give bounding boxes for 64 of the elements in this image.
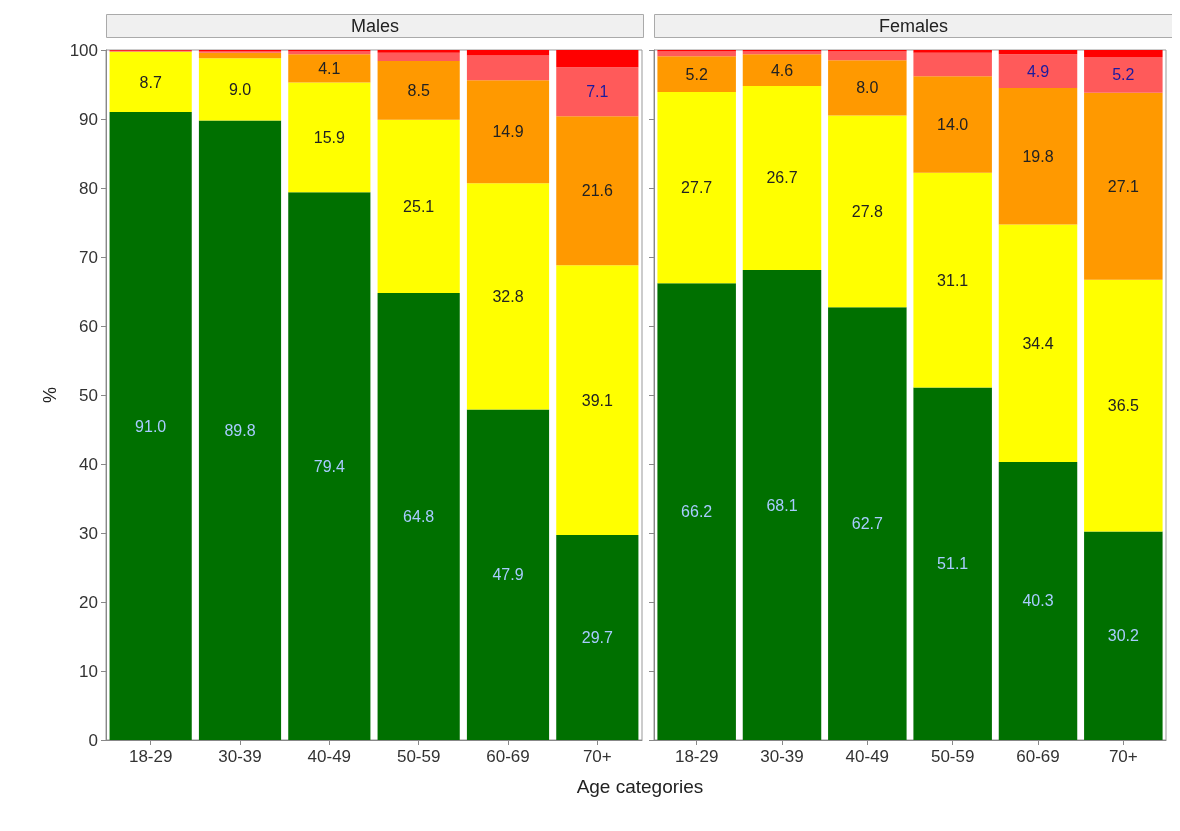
data-label: 30.2 xyxy=(1107,627,1140,645)
data-label: 91.0 xyxy=(135,417,167,435)
data-label: 47.9 xyxy=(492,566,524,584)
data-label: 31.1 xyxy=(937,271,969,289)
data-label: 32.8 xyxy=(492,287,524,305)
data-label: 4.9 xyxy=(1026,62,1050,80)
y-tick-label: 90 xyxy=(79,109,98,129)
data-label: 5.2 xyxy=(685,65,708,83)
data-label: 4.6 xyxy=(770,61,794,79)
x-axis-title: Age categories xyxy=(575,776,705,798)
data-label: 8.7 xyxy=(139,73,162,91)
data-label: 27.1 xyxy=(1107,177,1140,195)
data-label: 66.2 xyxy=(681,503,713,521)
data-label: 34.4 xyxy=(1022,334,1054,352)
data-label: 27.7 xyxy=(681,179,713,197)
data-label: 62.7 xyxy=(851,515,884,533)
data-label: 40.3 xyxy=(1022,592,1054,610)
y-tick-label: 100 xyxy=(69,40,98,60)
x-tick-label: 50-59 xyxy=(396,747,441,766)
data-label: 25.1 xyxy=(403,197,435,215)
data-label: 51.1 xyxy=(937,555,969,573)
data-label: 4.1 xyxy=(318,59,341,77)
data-label: 27.8 xyxy=(851,202,884,220)
x-tick-label: 30-39 xyxy=(218,747,262,766)
data-label: 64.8 xyxy=(403,507,435,525)
data-label: 7.1 xyxy=(586,83,609,101)
x-tick-label: 40-49 xyxy=(845,747,890,766)
x-tick-label: 50-59 xyxy=(930,747,975,766)
y-tick-label: 60 xyxy=(79,316,98,336)
y-tick-label: 0 xyxy=(88,730,98,750)
y-tick-label: 10 xyxy=(79,661,98,681)
data-label: 5.2 xyxy=(1112,66,1135,84)
data-label: 15.9 xyxy=(313,128,346,146)
x-tick-label: 70+ xyxy=(1108,747,1138,766)
y-tick-label: 30 xyxy=(79,523,98,543)
y-tick-label: 80 xyxy=(79,178,98,198)
data-label: 39.1 xyxy=(581,391,614,409)
data-label: 8.0 xyxy=(856,79,879,97)
x-tick-label: 18-29 xyxy=(128,747,173,766)
data-label: 14.9 xyxy=(492,123,524,141)
data-label: 36.5 xyxy=(1107,397,1140,415)
x-tick-label: 40-49 xyxy=(307,747,352,766)
data-label: 14.0 xyxy=(937,116,969,134)
data-label: 8.5 xyxy=(407,81,430,99)
chart-title: Males xyxy=(351,16,400,36)
x-tick-label: 18-29 xyxy=(674,747,719,766)
x-tick-label: 60-69 xyxy=(486,747,530,766)
data-label: 89.8 xyxy=(224,421,256,439)
y-tick-label: 70 xyxy=(79,247,98,267)
data-label: 79.4 xyxy=(313,457,346,475)
x-tick-label: 70+ xyxy=(582,747,612,766)
x-tick-label: 30-39 xyxy=(760,747,804,766)
chart-title: Females xyxy=(879,16,949,36)
x-tick-label: 60-69 xyxy=(1016,747,1060,766)
data-label: 26.7 xyxy=(766,169,798,187)
y-axis-title: % xyxy=(39,386,60,404)
data-label: 68.1 xyxy=(766,496,798,514)
data-label: 19.8 xyxy=(1022,147,1054,165)
data-label: 21.6 xyxy=(581,182,614,200)
data-label: 9.0 xyxy=(228,80,252,98)
y-tick-label: 50 xyxy=(79,385,98,405)
y-tick-label: 20 xyxy=(79,592,98,612)
data-label: 29.7 xyxy=(581,629,614,647)
y-tick-label: 40 xyxy=(79,454,98,474)
